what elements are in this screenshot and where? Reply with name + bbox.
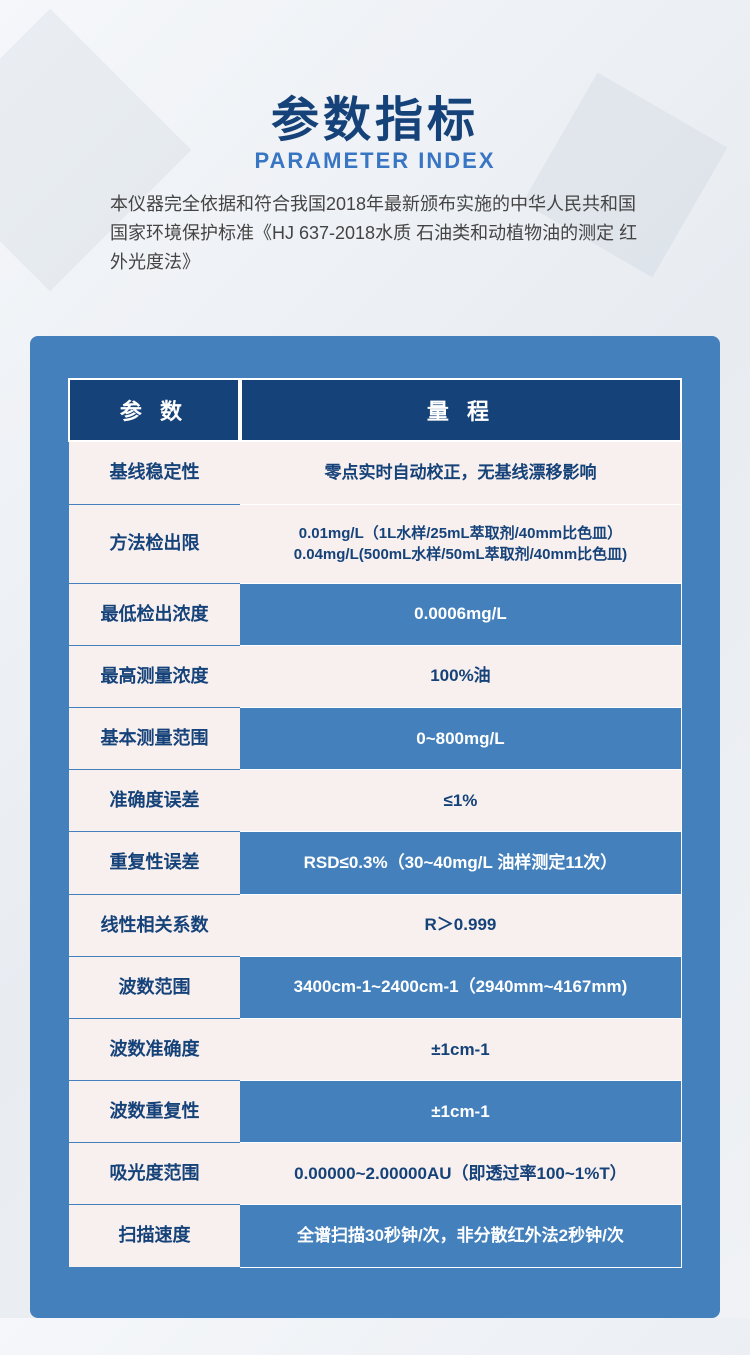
table-row: 基本测量范围0~800mg/L xyxy=(68,708,682,770)
value-cell: 0~800mg/L xyxy=(240,708,682,770)
table-row: 波数准确度±1cm-1 xyxy=(68,1019,682,1081)
value-cell: ≤1% xyxy=(240,770,682,832)
table-row: 扫描速度全谱扫描30秒钟/次，非分散红外法2秒钟/次 xyxy=(68,1205,682,1267)
table-row: 波数重复性±1cm-1 xyxy=(68,1081,682,1143)
param-cell: 基线稳定性 xyxy=(68,442,240,504)
header-param: 参 数 xyxy=(68,378,240,442)
value-cell: RSD≤0.3%（30~40mg/L 油样测定11次） xyxy=(240,832,682,894)
value-cell: R＞0.999 xyxy=(240,895,682,957)
table-row: 线性相关系数R＞0.999 xyxy=(68,895,682,957)
param-cell: 线性相关系数 xyxy=(68,895,240,957)
table-row: 最低检出浓度0.0006mg/L xyxy=(68,584,682,646)
param-cell: 扫描速度 xyxy=(68,1205,240,1267)
value-cell: 0.0006mg/L xyxy=(240,584,682,646)
value-cell: 0.00000~2.00000AU（即透过率100~1%T） xyxy=(240,1143,682,1205)
table-row: 波数范围3400cm-1~2400cm-1（2940mm~4167mm) xyxy=(68,957,682,1019)
description-text: 本仪器完全依据和符合我国2018年最新颁布实施的中华人民共和国国家环境保护标准《… xyxy=(20,190,730,276)
param-cell: 准确度误差 xyxy=(68,770,240,832)
param-cell: 基本测量范围 xyxy=(68,708,240,770)
param-cell: 波数范围 xyxy=(68,957,240,1019)
parameter-table: 参 数 量 程 基线稳定性零点实时自动校正，无基线漂移影响方法检出限0.01mg… xyxy=(68,378,682,1267)
title-chinese: 参数指标 xyxy=(20,80,730,150)
value-cell: 100%油 xyxy=(240,646,682,708)
table-row: 准确度误差≤1% xyxy=(68,770,682,832)
table-header-row: 参 数 量 程 xyxy=(68,378,682,442)
value-cell: 零点实时自动校正，无基线漂移影响 xyxy=(240,442,682,504)
value-cell: ±1cm-1 xyxy=(240,1019,682,1081)
table-body: 基线稳定性零点实时自动校正，无基线漂移影响方法检出限0.01mg/L（1L水样/… xyxy=(68,442,682,1267)
value-cell: 全谱扫描30秒钟/次，非分散红外法2秒钟/次 xyxy=(240,1205,682,1267)
header-section: 参数指标 PARAMETER INDEX 本仪器完全依据和符合我国2018年最新… xyxy=(0,0,750,306)
table-row: 最高测量浓度100%油 xyxy=(68,646,682,708)
value-cell: ±1cm-1 xyxy=(240,1081,682,1143)
param-cell: 最高测量浓度 xyxy=(68,646,240,708)
title-english: PARAMETER INDEX xyxy=(20,148,730,174)
table-row: 基线稳定性零点实时自动校正，无基线漂移影响 xyxy=(68,442,682,504)
table-panel: 参 数 量 程 基线稳定性零点实时自动校正，无基线漂移影响方法检出限0.01mg… xyxy=(30,336,720,1317)
main-content: 参数指标 PARAMETER INDEX 本仪器完全依据和符合我国2018年最新… xyxy=(0,0,750,1318)
param-cell: 吸光度范围 xyxy=(68,1143,240,1205)
param-cell: 波数准确度 xyxy=(68,1019,240,1081)
param-cell: 重复性误差 xyxy=(68,832,240,894)
table-row: 重复性误差RSD≤0.3%（30~40mg/L 油样测定11次） xyxy=(68,832,682,894)
value-cell: 3400cm-1~2400cm-1（2940mm~4167mm) xyxy=(240,957,682,1019)
param-cell: 波数重复性 xyxy=(68,1081,240,1143)
value-cell: 0.01mg/L（1L水样/25mL萃取剂/40mm比色皿）0.04mg/L(5… xyxy=(240,505,682,584)
param-cell: 最低检出浓度 xyxy=(68,584,240,646)
table-row: 吸光度范围0.00000~2.00000AU（即透过率100~1%T） xyxy=(68,1143,682,1205)
param-cell: 方法检出限 xyxy=(68,505,240,584)
table-row: 方法检出限0.01mg/L（1L水样/25mL萃取剂/40mm比色皿）0.04m… xyxy=(68,505,682,584)
header-value: 量 程 xyxy=(240,378,682,442)
